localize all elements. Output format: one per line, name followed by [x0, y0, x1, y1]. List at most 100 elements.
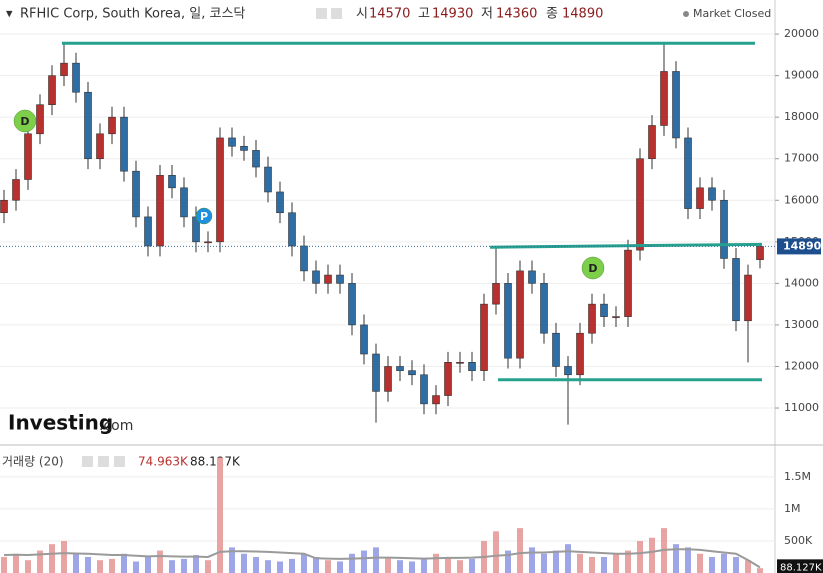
candle-body [300, 245, 308, 272]
volume-bar [445, 556, 451, 573]
y-tick-label: 20000 [784, 27, 819, 40]
volume-bar [505, 550, 511, 573]
y-tick-label: 12000 [784, 359, 819, 372]
close-name: 종 [546, 7, 558, 22]
high-value: 14930 [432, 7, 473, 22]
volume-badge-label: 88.127K [780, 562, 822, 573]
candle-body [120, 116, 128, 172]
volume-bar [589, 556, 595, 573]
volume-bar [673, 544, 679, 573]
settings-icon[interactable] [98, 456, 109, 467]
candle-body [84, 91, 92, 160]
volume-bar [1, 556, 7, 573]
volume-bar [133, 561, 139, 573]
volume-bar [157, 550, 163, 573]
candle-body [312, 270, 320, 284]
settings-icon[interactable] [331, 8, 342, 19]
candle-body [444, 362, 452, 396]
candle-body [720, 199, 728, 259]
candle-body [504, 283, 512, 359]
volume-bar [37, 550, 43, 573]
candle-body [744, 274, 752, 322]
volume-bar [457, 560, 463, 573]
market-status: Market Closed [693, 7, 771, 20]
candle-body [696, 187, 704, 209]
candle-body [468, 362, 476, 371]
volume-bar [121, 553, 127, 573]
candle-body [648, 125, 656, 160]
volume-bar [409, 561, 415, 573]
y-tick-label: 19000 [784, 69, 819, 82]
candle-body [516, 270, 524, 359]
collapse-icon[interactable]: ▾ [6, 7, 13, 22]
volume-bar [205, 560, 211, 573]
y-tick-label: 14000 [784, 276, 819, 289]
candle-body [228, 137, 236, 147]
candle-body [336, 274, 344, 284]
logo: Investing [8, 411, 113, 435]
volume-bar [73, 553, 79, 573]
close-value: 14890 [562, 7, 603, 22]
y-tick-label: 17000 [784, 152, 819, 165]
volume-bar [229, 547, 235, 573]
candle-body [600, 303, 608, 317]
volume-bar [577, 553, 583, 573]
volume-bar [745, 560, 751, 573]
candle-body [180, 187, 188, 218]
low-name: 저 [481, 7, 493, 22]
candle-body [672, 71, 680, 139]
volume-bar [13, 553, 19, 573]
volume-bar [241, 553, 247, 573]
volume-bar [361, 550, 367, 573]
candle-body [264, 166, 272, 193]
volume-bar [541, 553, 547, 573]
candle-body [636, 158, 644, 251]
volume-bar [553, 550, 559, 573]
volume-bar [529, 547, 535, 573]
candle-body [456, 362, 464, 364]
settings-icon[interactable] [82, 456, 93, 467]
candle-body [492, 283, 500, 305]
volume-bar [685, 547, 691, 573]
candle-body [528, 270, 536, 284]
volume-badge [777, 559, 823, 573]
y-tick-label: 13000 [784, 318, 819, 331]
candle-body [348, 283, 356, 326]
settings-icon[interactable] [316, 8, 327, 19]
candle-body [624, 249, 632, 317]
candle-body [384, 366, 392, 392]
price-badge [777, 238, 821, 255]
candle-body [60, 62, 68, 76]
event-label: P [200, 210, 208, 223]
volume-bar [613, 553, 619, 573]
volume-bar [169, 560, 175, 573]
volume-bar [733, 556, 739, 573]
volume-bar [397, 560, 403, 573]
close-icon[interactable] [114, 456, 125, 467]
candle-body [252, 150, 260, 168]
volume-bar [97, 560, 103, 573]
logo-suffix: .com [99, 418, 133, 434]
candle-body [144, 216, 152, 247]
candle-body [684, 137, 692, 209]
price-badge-label: 14890 [783, 239, 822, 252]
candle-body [132, 170, 140, 218]
candle-body [360, 324, 368, 355]
candle-body [48, 75, 56, 106]
volume-bar [217, 457, 223, 573]
open-name: 시 [356, 7, 368, 22]
volume-bar [85, 556, 91, 573]
candle-body [756, 246, 764, 260]
volume-bar [49, 544, 55, 573]
candle-body [564, 366, 572, 376]
volume-bar [181, 558, 187, 573]
volume-bar [61, 540, 67, 573]
volume-bar [517, 528, 523, 573]
y-tick-label: 11000 [784, 401, 819, 414]
candle-body [276, 191, 284, 214]
candle-body [480, 303, 488, 371]
candle-body [216, 137, 224, 243]
candle-body [708, 187, 716, 201]
volume-bar [493, 531, 499, 573]
volume-bar [757, 568, 763, 573]
